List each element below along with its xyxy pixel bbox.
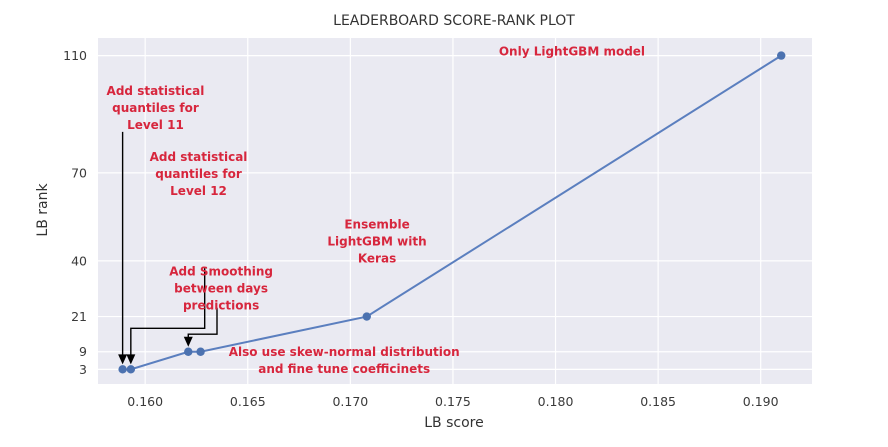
x-tick-label: 0.160 — [127, 394, 163, 409]
annotation-line: Keras — [358, 252, 396, 266]
grid — [98, 38, 812, 384]
chart-title: LEADERBOARD SCORE-RANK PLOT — [333, 13, 575, 29]
annotation-arrow — [187, 307, 218, 339]
annotation-line: Level 12 — [170, 184, 227, 198]
arrow-head — [126, 354, 136, 365]
annotation-text: Add statistical quantiles for Level 11 — [107, 84, 205, 132]
annotation-line: quantiles for — [112, 101, 199, 115]
data-point — [126, 365, 136, 374]
x-ticks: 0.160 0.165 0.170 0.175 0.180 0.185 0.190 — [127, 394, 778, 409]
annotation-text: Add statistical quantiles for Level 12 — [150, 150, 248, 198]
annotation-line: predictions — [183, 299, 259, 313]
x-tick-label: 0.165 — [230, 394, 266, 409]
annotation-line: Level 11 — [127, 118, 184, 132]
data-point — [777, 51, 786, 60]
y-tick-label: 40 — [71, 253, 87, 268]
annotation-text: Only LightGBM model — [499, 45, 645, 59]
data-point — [184, 347, 193, 356]
annotation-line: Also use skew-normal distribution — [229, 345, 460, 359]
annotations: Only LightGBM model Add statistical quanti… — [107, 45, 646, 377]
data-point — [118, 365, 127, 374]
x-tick-label: 0.180 — [538, 394, 574, 409]
series-layer — [118, 51, 786, 374]
x-tick-label: 0.185 — [640, 394, 676, 409]
x-tick-label: 0.190 — [743, 394, 779, 409]
annotation-line: quantiles for — [155, 167, 242, 181]
plot-area — [98, 38, 812, 384]
annotation-arrow — [130, 268, 206, 357]
annotation-line: Add statistical — [150, 150, 248, 164]
annotation-line: Only LightGBM model — [499, 45, 645, 59]
x-tick-label: 0.175 — [435, 394, 471, 409]
data-point — [362, 312, 371, 321]
annotation-text: Ensemble LightGBM with Keras — [327, 218, 426, 266]
annotation-text: Add Smoothing between days predictions — [169, 265, 273, 313]
annotation-line: Add Smoothing — [169, 265, 273, 279]
annotation-line: between days — [174, 282, 268, 296]
annotation-text: Also use skew-normal distribution and fin… — [229, 345, 460, 376]
arrow-head — [118, 354, 128, 365]
annotation-line: Ensemble — [344, 218, 409, 232]
annotation-line: and fine tune coefficinets — [258, 362, 430, 376]
y-tick-label: 21 — [71, 309, 87, 324]
y-axis-label: LB rank — [35, 183, 51, 237]
x-axis-label: LB score — [424, 415, 483, 431]
y-tick-label: 9 — [79, 344, 87, 359]
y-ticks: 3 9 21 40 70 110 — [63, 48, 87, 377]
arrow-head — [183, 336, 193, 347]
data-point — [196, 347, 205, 356]
annotation-arrows — [118, 131, 218, 365]
y-tick-label: 70 — [71, 165, 87, 180]
annotation-line: LightGBM with — [327, 235, 426, 249]
y-tick-label: 110 — [63, 48, 87, 63]
y-tick-label: 3 — [79, 362, 87, 377]
annotation-line: Add statistical — [107, 84, 205, 98]
x-tick-label: 0.170 — [332, 394, 368, 409]
